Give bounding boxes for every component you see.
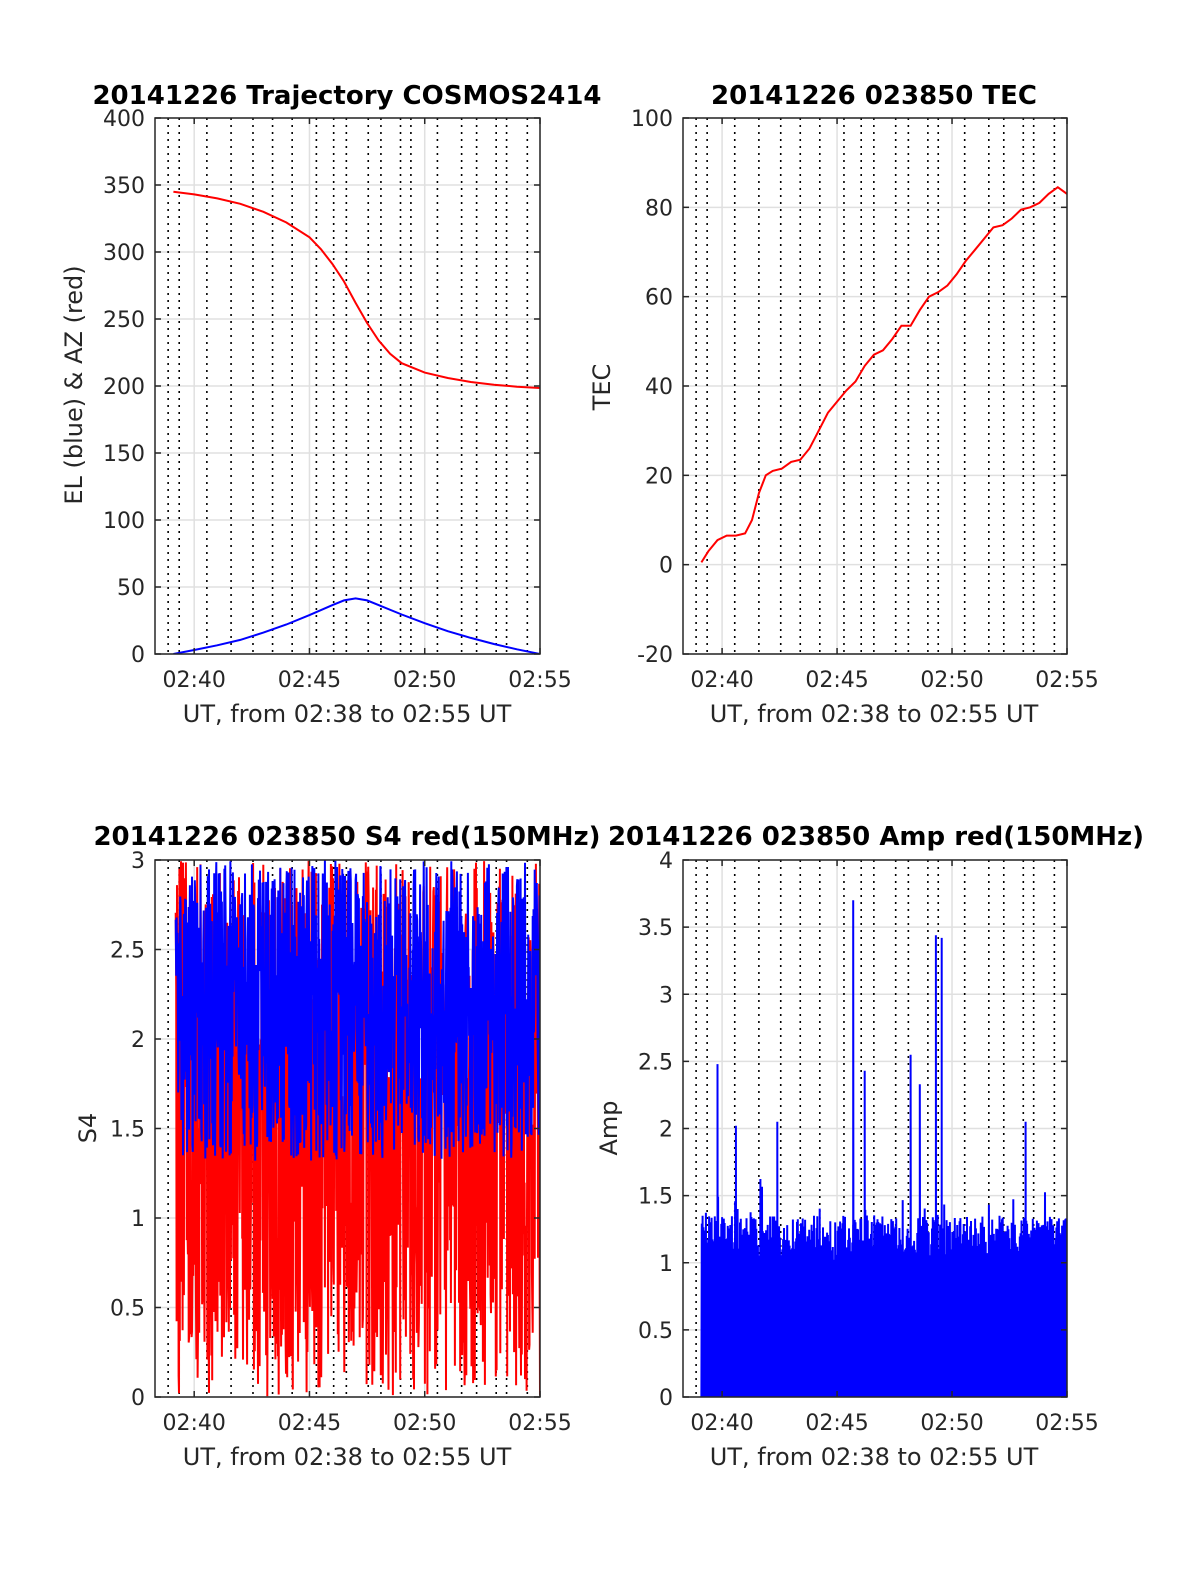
tec-xtick-label: 02:50 [920,668,983,693]
amp-ytick-label: 3 [659,983,673,1008]
tec-data [700,185,1067,563]
amp-series-0 [700,900,1067,1397]
tec-ytick-label: 100 [631,107,673,132]
amp-title: 20141226 023850 Amp red(150MHz) [608,822,1144,852]
tec-title: 20141226 023850 TEC [711,81,1037,111]
amp-xtick-label: 02:40 [690,1411,753,1436]
tec-ytick-label: -20 [637,643,673,668]
tec-ytick-label: 80 [645,196,673,221]
tec-xtick-label: 02:40 [690,668,753,693]
s4-xlabel: UT, from 02:38 to 02:55 UT [183,1443,512,1471]
traj-ytick-label: 50 [117,576,145,601]
panel-trajectory: 20141226 Trajectory COSMOS2414 EL (blue)… [60,81,602,728]
traj-series-0 [173,190,540,389]
s4-xtick-label: 02:45 [278,1411,341,1436]
amp-ytick-label: 1.5 [638,1185,673,1210]
tec-ytick-label: 40 [645,375,673,400]
s4-xtick-label: 02:50 [393,1411,456,1436]
traj-ytick-label: 300 [103,241,145,266]
traj-series-1 [173,597,540,654]
amp-data [700,900,1067,1397]
traj-data [173,190,540,654]
traj-ytick-label: 0 [131,643,145,668]
amp-ylabel: Amp [595,1100,623,1155]
s4-xtick-label: 02:55 [508,1411,571,1436]
s4-ylabel: S4 [74,1113,102,1144]
s4-series-1 [174,860,540,1161]
tec-xtick-label: 02:55 [1035,668,1098,693]
traj-ytick-label: 400 [103,107,145,132]
trajectory-xlabel: UT, from 02:38 to 02:55 UT [183,700,512,728]
traj-ytick-label: 250 [103,308,145,333]
amp-ytick-label: 1 [659,1252,673,1277]
traj-ytick-label: 150 [103,442,145,467]
traj-xtick-label: 02:55 [508,668,571,693]
tec-xlabel: UT, from 02:38 to 02:55 UT [710,700,1039,728]
traj-xtick-label: 02:45 [278,668,341,693]
s4-ytick-label: 2 [131,1028,145,1053]
amp-ytick-label: 2 [659,1118,673,1143]
tec-grid [683,117,1068,655]
amp-xtick-label: 02:50 [920,1411,983,1436]
tec-ytick-label: 0 [659,554,673,579]
s4-ytick-label: 1 [131,1207,145,1232]
amp-ytick-label: 4 [659,849,673,874]
tec-xtick-label: 02:45 [805,668,868,693]
trajectory-title: 20141226 Trajectory COSMOS2414 [92,81,601,111]
panel-s4: 20141226 023850 S4 red(150MHz) S4 UT, fr… [74,822,601,1471]
s4-ytick-label: 0 [131,1386,145,1411]
amp-xlabel: UT, from 02:38 to 02:55 UT [710,1443,1039,1471]
amp-xtick-label: 02:55 [1035,1411,1098,1436]
s4-data [174,860,540,1397]
traj-xtick-label: 02:50 [393,668,456,693]
panel-tec: 20141226 023850 TEC TEC UT, from 02:38 t… [588,81,1099,728]
traj-ytick-label: 200 [103,375,145,400]
s4-ytick-label: 0.5 [110,1297,145,1322]
s4-ytick-label: 1.5 [110,1118,145,1143]
amp-ytick-label: 0 [659,1386,673,1411]
amp-ytick-label: 2.5 [638,1050,673,1075]
tec-series-0 [700,185,1067,563]
s4-ytick-label: 2.5 [110,939,145,964]
traj-ytick-label: 100 [103,509,145,534]
amp-xtick-label: 02:45 [805,1411,868,1436]
tec-ytick-label: 20 [645,464,673,489]
amp-ytick-label: 3.5 [638,916,673,941]
amp-ytick-label: 0.5 [638,1319,673,1344]
tec-ytick-label: 60 [645,286,673,311]
s4-ytick-label: 3 [131,849,145,874]
traj-xtick-label: 02:40 [162,668,225,693]
tec-ylabel: TEC [588,364,616,412]
panel-amp: 20141226 023850 Amp red(150MHz) Amp UT, … [595,822,1144,1471]
trajectory-ylabel: EL (blue) & AZ (red) [60,265,88,504]
s4-title: 20141226 023850 S4 red(150MHz) [93,822,600,852]
traj-ytick-label: 350 [103,174,145,199]
s4-xtick-label: 02:40 [162,1411,225,1436]
